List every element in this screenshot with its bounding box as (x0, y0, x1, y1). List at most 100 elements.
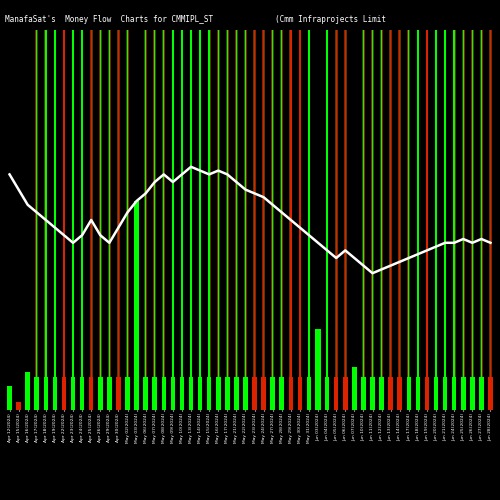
Bar (325, 377, 330, 410)
Bar (472, 0, 473, 410)
Bar (308, 0, 310, 410)
Bar (344, 0, 346, 410)
Bar (235, 0, 238, 410)
Bar (236, 0, 237, 410)
Bar (280, 377, 284, 410)
Bar (90, 0, 92, 410)
Bar (443, 377, 448, 410)
Bar (116, 377, 120, 410)
Bar (189, 377, 194, 410)
Bar (162, 377, 166, 410)
Bar (44, 0, 47, 410)
Bar (62, 377, 66, 410)
Bar (243, 377, 248, 410)
Bar (316, 330, 321, 410)
Bar (416, 377, 420, 410)
Bar (144, 0, 147, 410)
Bar (380, 0, 383, 410)
Bar (218, 0, 219, 410)
Bar (7, 386, 12, 410)
Bar (462, 0, 464, 410)
Bar (162, 0, 165, 410)
Bar (172, 0, 174, 410)
Bar (144, 377, 148, 410)
Bar (489, 0, 492, 410)
Bar (108, 0, 110, 410)
Bar (390, 0, 392, 410)
Bar (72, 0, 74, 410)
Bar (288, 377, 293, 410)
Bar (170, 377, 175, 410)
Bar (352, 367, 357, 410)
Bar (380, 377, 384, 410)
Bar (190, 0, 192, 410)
Bar (299, 0, 300, 410)
Bar (381, 0, 382, 410)
Bar (444, 0, 446, 410)
Bar (371, 0, 374, 410)
Bar (290, 0, 292, 410)
Bar (326, 0, 328, 410)
Bar (125, 377, 130, 410)
Bar (488, 377, 492, 410)
Bar (134, 201, 140, 410)
Bar (44, 377, 48, 410)
Bar (344, 0, 346, 410)
Bar (127, 0, 128, 410)
Bar (252, 377, 257, 410)
Bar (71, 377, 76, 410)
Bar (225, 377, 230, 410)
Bar (326, 0, 328, 410)
Bar (36, 0, 38, 410)
Bar (152, 377, 157, 410)
Bar (99, 0, 102, 410)
Bar (262, 0, 265, 410)
Bar (372, 0, 373, 410)
Bar (172, 0, 174, 410)
Bar (216, 377, 220, 410)
Bar (426, 0, 428, 410)
Bar (362, 0, 364, 410)
Bar (479, 377, 484, 410)
Bar (107, 377, 112, 410)
Bar (126, 0, 129, 410)
Bar (16, 402, 22, 410)
Bar (398, 377, 402, 410)
Bar (290, 0, 292, 410)
Bar (480, 0, 482, 410)
Bar (462, 0, 464, 410)
Bar (118, 0, 119, 410)
Bar (36, 0, 38, 410)
Bar (270, 377, 275, 410)
Bar (208, 0, 210, 410)
Bar (98, 377, 102, 410)
Bar (334, 377, 338, 410)
Bar (452, 377, 456, 410)
Bar (272, 0, 274, 410)
Bar (253, 0, 256, 410)
Bar (100, 0, 101, 410)
Bar (145, 0, 146, 410)
Bar (306, 377, 311, 410)
Bar (361, 377, 366, 410)
Bar (298, 377, 302, 410)
Bar (90, 0, 92, 410)
Bar (200, 0, 201, 410)
Bar (226, 0, 228, 410)
Bar (470, 377, 474, 410)
Bar (308, 0, 310, 410)
Bar (388, 377, 393, 410)
Bar (54, 0, 56, 410)
Bar (52, 377, 57, 410)
Bar (454, 0, 455, 410)
Bar (336, 0, 337, 410)
Bar (180, 377, 184, 410)
Bar (426, 0, 428, 410)
Bar (453, 0, 456, 410)
Bar (34, 377, 39, 410)
Bar (262, 377, 266, 410)
Bar (399, 0, 400, 410)
Bar (54, 0, 56, 410)
Bar (217, 0, 220, 410)
Bar (490, 0, 491, 410)
